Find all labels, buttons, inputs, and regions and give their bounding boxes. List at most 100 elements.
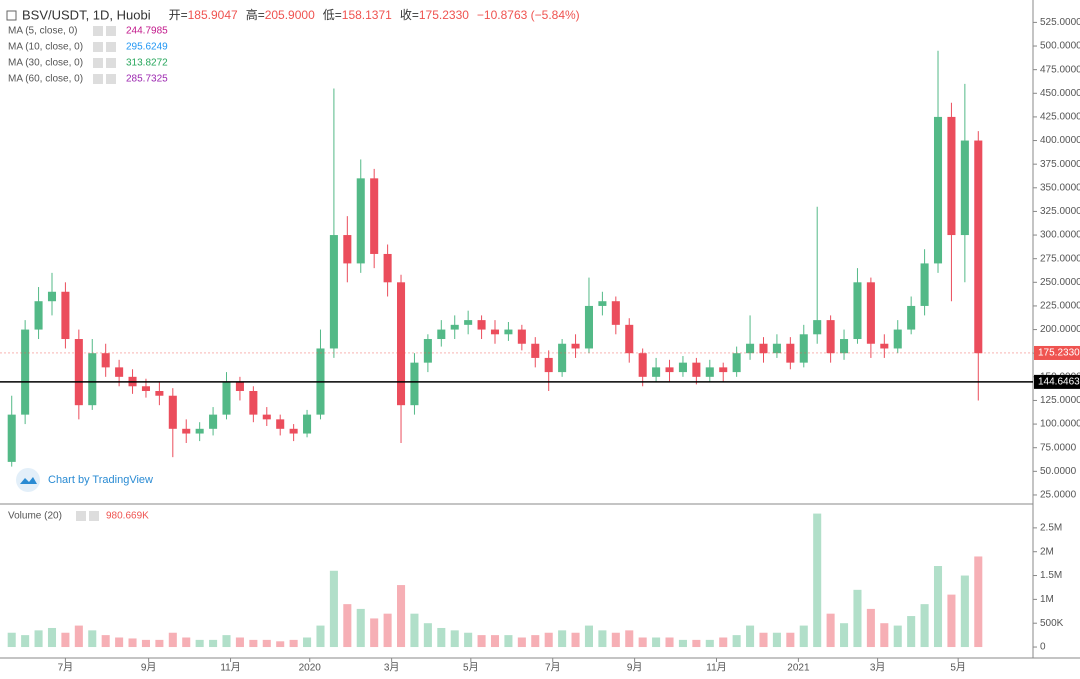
volume-bar — [678, 639, 687, 648]
candle-body — [840, 339, 849, 354]
volume-bar — [383, 613, 392, 648]
candle-body — [853, 282, 862, 340]
indicator-name: MA (5, close, 0) — [8, 26, 77, 37]
y2-tick-label: 2.5M — [1040, 523, 1062, 534]
x-tick-label: 5月 — [463, 662, 479, 674]
volume-bar — [101, 635, 110, 648]
volume-bar — [155, 639, 164, 648]
volume-bar — [517, 637, 526, 648]
candle-body — [947, 116, 956, 236]
candle-body — [464, 320, 473, 325]
volume-bar — [262, 639, 271, 648]
candle-body — [477, 320, 486, 330]
volume-bar — [209, 639, 218, 648]
x-tick-label: 9月 — [141, 662, 157, 674]
indicator-name: MA (30, close, 0) — [8, 58, 83, 69]
volume-bar — [343, 604, 352, 648]
y-tick-label: 525.0000 — [1040, 17, 1080, 28]
candle-body — [383, 253, 392, 283]
volume-bar — [920, 604, 929, 648]
volume-bar — [437, 627, 446, 648]
y-tick-label: 275.0000 — [1040, 253, 1080, 264]
volume-bar — [182, 637, 191, 648]
candle-body — [705, 367, 714, 377]
x-tick-label: 3月 — [870, 662, 886, 674]
ohlc-label: 低= — [323, 8, 342, 22]
volume-bar — [477, 635, 486, 648]
y-tick-label: 300.0000 — [1040, 230, 1080, 241]
x-tick-label: 9月 — [627, 662, 643, 674]
watermark[interactable]: Chart by TradingView — [48, 474, 153, 486]
volume-bar — [61, 632, 70, 648]
candle-body — [504, 329, 513, 335]
candle-body — [517, 329, 526, 344]
y2-tick-label: 500K — [1040, 618, 1064, 629]
y-tick-label: 100.0000 — [1040, 419, 1080, 430]
candle-body — [531, 343, 540, 358]
tradingview-logo — [16, 468, 40, 492]
candle-body — [21, 329, 30, 415]
y-tick-label: 350.0000 — [1040, 182, 1080, 193]
candle-body — [866, 282, 875, 344]
candle-body — [665, 367, 674, 373]
candle-body — [356, 178, 365, 264]
x-tick-label: 2020 — [299, 663, 322, 674]
candle-body — [786, 343, 795, 363]
volume-bar — [840, 623, 849, 648]
candle-body — [880, 343, 889, 349]
settings-icon — [93, 26, 103, 36]
y-tick-label: 400.0000 — [1040, 135, 1080, 146]
volume-title: Volume (20) — [8, 511, 62, 522]
candle-body — [678, 362, 687, 373]
volume-bar — [692, 639, 701, 648]
candle-body — [638, 353, 647, 377]
volume-bar — [786, 632, 795, 648]
volume-bar — [638, 637, 647, 648]
candle-body — [974, 140, 983, 354]
candle-body — [652, 367, 661, 377]
volume-bar — [490, 635, 500, 648]
volume-bar — [115, 637, 124, 648]
volume-bar — [907, 616, 916, 648]
volume-bar — [665, 637, 674, 648]
volume-bar — [450, 630, 459, 648]
candle-body — [195, 428, 204, 434]
y-tick-label: 500.0000 — [1040, 41, 1080, 52]
x-tick-label: 7月 — [545, 662, 561, 674]
volume-bar — [853, 589, 862, 648]
candle-body — [101, 353, 110, 368]
candle-body — [598, 301, 607, 306]
candle-body — [343, 235, 352, 264]
close-icon — [89, 511, 99, 521]
indicator-value: 285.7325 — [126, 74, 168, 85]
volume-bar — [410, 613, 419, 648]
volume-bar — [397, 585, 406, 648]
ohlc-label: 开= — [169, 8, 188, 22]
close-icon — [106, 26, 116, 36]
y-tick-label: 375.0000 — [1040, 159, 1080, 170]
volume-bar — [866, 608, 875, 648]
volume-bar — [558, 630, 567, 648]
candle-body — [276, 419, 285, 429]
candle-body — [799, 334, 808, 363]
volume-bar — [584, 625, 593, 648]
y-tick-label: 250.0000 — [1040, 277, 1080, 288]
close-icon — [106, 42, 116, 52]
volume-bar — [759, 632, 768, 648]
change: −10.8763 (−5.84%) — [477, 8, 580, 22]
volume-bar — [303, 637, 312, 648]
candle-body — [397, 282, 406, 406]
candle-body — [262, 414, 271, 420]
price-tag-label: 144.6463 — [1038, 377, 1080, 388]
candle-body — [410, 362, 419, 406]
candle-body — [209, 414, 218, 429]
volume-bar — [195, 639, 204, 648]
y2-tick-label: 0 — [1040, 642, 1046, 653]
candle-body — [289, 428, 298, 434]
volume-bar — [625, 630, 634, 648]
candle-body — [960, 140, 969, 236]
candle-body — [490, 329, 500, 335]
candle-body — [719, 367, 728, 373]
y2-tick-label: 2M — [1040, 546, 1054, 557]
